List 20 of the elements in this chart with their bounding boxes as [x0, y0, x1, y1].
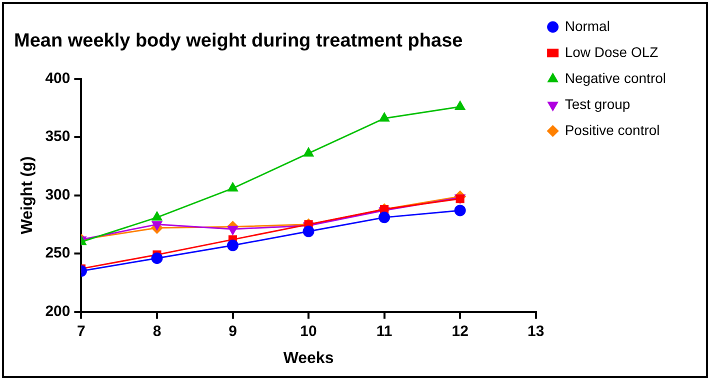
legend-label: Negative control — [564, 70, 666, 86]
x-tick-label: 9 — [228, 322, 237, 340]
x-tick-label: 10 — [300, 322, 317, 340]
x-tick-label: 11 — [376, 322, 392, 340]
y-tick-label: 400 — [45, 70, 70, 87]
legend-label: Positive control — [564, 122, 660, 138]
y-tick-label: 300 — [45, 186, 70, 204]
legend-label: Test group — [564, 96, 630, 112]
legend-label: Normal — [564, 18, 610, 34]
x-tick-label: 7 — [77, 322, 86, 340]
y-tick-label: 200 — [45, 302, 70, 320]
chart-title: Mean weekly body weight during treatment phase — [14, 30, 463, 52]
y-tick-label: 250 — [45, 244, 70, 262]
y-axis-title: Weight (g) — [19, 156, 36, 234]
x-tick-label: 13 — [527, 322, 544, 340]
y-tick-label: 350 — [45, 128, 70, 146]
legend-label: Low Dose OLZ — [564, 44, 659, 60]
x-axis-title: Weeks — [283, 350, 334, 367]
x-tick-label: 12 — [452, 322, 468, 340]
x-tick-label: 8 — [152, 322, 162, 340]
